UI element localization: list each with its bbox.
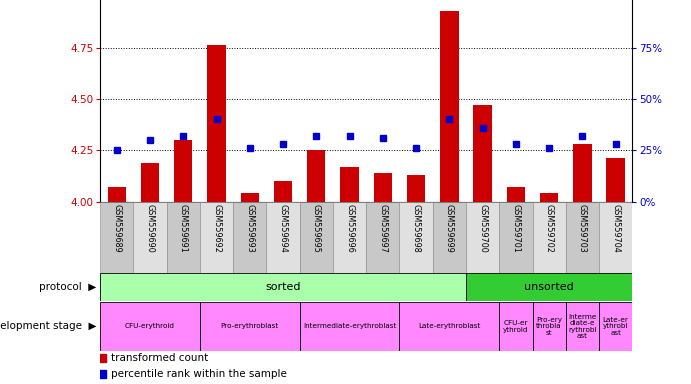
Bar (540, 194, 558, 202)
Bar (599, 302, 632, 351)
Text: percentile rank within the sample: percentile rank within the sample (111, 369, 287, 379)
Text: Pro-ery
throbla
st: Pro-ery throbla st (536, 317, 562, 336)
Bar (366, 202, 399, 273)
Bar (507, 187, 525, 202)
Bar (399, 302, 499, 351)
Bar (533, 302, 566, 351)
Text: GSM559696: GSM559696 (345, 204, 354, 253)
Bar (240, 194, 259, 202)
Text: protocol  ▶: protocol ▶ (39, 282, 97, 292)
Bar (100, 302, 200, 351)
Bar (333, 202, 366, 273)
Bar (133, 202, 167, 273)
Text: GSM559701: GSM559701 (511, 204, 520, 253)
Text: GSM559699: GSM559699 (445, 204, 454, 253)
Bar (499, 302, 533, 351)
Text: GSM559691: GSM559691 (179, 204, 188, 253)
Bar (407, 175, 425, 202)
Bar (207, 45, 226, 202)
Bar (607, 159, 625, 202)
Bar (233, 202, 267, 273)
Bar (499, 202, 533, 273)
Bar (100, 273, 466, 301)
Bar (167, 202, 200, 273)
Bar (466, 202, 499, 273)
Text: GSM559695: GSM559695 (312, 204, 321, 253)
Text: sorted: sorted (265, 282, 301, 292)
Text: GSM559702: GSM559702 (545, 204, 553, 253)
Text: GSM559703: GSM559703 (578, 204, 587, 253)
Bar (141, 162, 159, 202)
Text: GSM559698: GSM559698 (412, 204, 421, 253)
Text: development stage  ▶: development stage ▶ (0, 321, 97, 331)
Text: GSM559692: GSM559692 (212, 204, 221, 253)
Bar (341, 167, 359, 202)
Bar (466, 273, 632, 301)
Text: GSM559700: GSM559700 (478, 204, 487, 253)
Bar (566, 202, 599, 273)
Bar (200, 302, 300, 351)
Bar (433, 202, 466, 273)
Bar (108, 187, 126, 202)
Bar (399, 202, 433, 273)
Bar (533, 202, 566, 273)
Text: Late-erythroblast: Late-erythroblast (418, 323, 480, 329)
Text: CFU-erythroid: CFU-erythroid (125, 323, 175, 329)
Bar (440, 10, 459, 202)
Text: GSM559693: GSM559693 (245, 204, 254, 253)
Text: GSM559704: GSM559704 (611, 204, 620, 253)
Bar (274, 181, 292, 202)
Bar (174, 140, 193, 202)
Text: transformed count: transformed count (111, 353, 209, 363)
Bar (100, 202, 133, 273)
Text: GSM559690: GSM559690 (146, 204, 155, 253)
Bar (574, 144, 591, 202)
Text: GSM559694: GSM559694 (278, 204, 287, 253)
Text: Intermediate-erythroblast: Intermediate-erythroblast (303, 323, 397, 329)
Bar (566, 302, 599, 351)
Text: Pro-erythroblast: Pro-erythroblast (220, 323, 279, 329)
Bar (473, 105, 492, 202)
Bar (300, 302, 399, 351)
Bar (267, 202, 300, 273)
Bar (599, 202, 632, 273)
Bar (374, 173, 392, 202)
Bar (307, 150, 325, 202)
Text: Interme
diate-e
rythrobl
ast: Interme diate-e rythrobl ast (568, 314, 596, 339)
Text: Late-er
ythrobl
ast: Late-er ythrobl ast (603, 317, 629, 336)
Text: CFU-er
ythroid: CFU-er ythroid (503, 320, 529, 333)
Bar (300, 202, 333, 273)
Text: GSM559697: GSM559697 (379, 204, 388, 253)
Bar (200, 202, 233, 273)
Text: GSM559689: GSM559689 (113, 204, 122, 253)
Text: unsorted: unsorted (524, 282, 574, 292)
